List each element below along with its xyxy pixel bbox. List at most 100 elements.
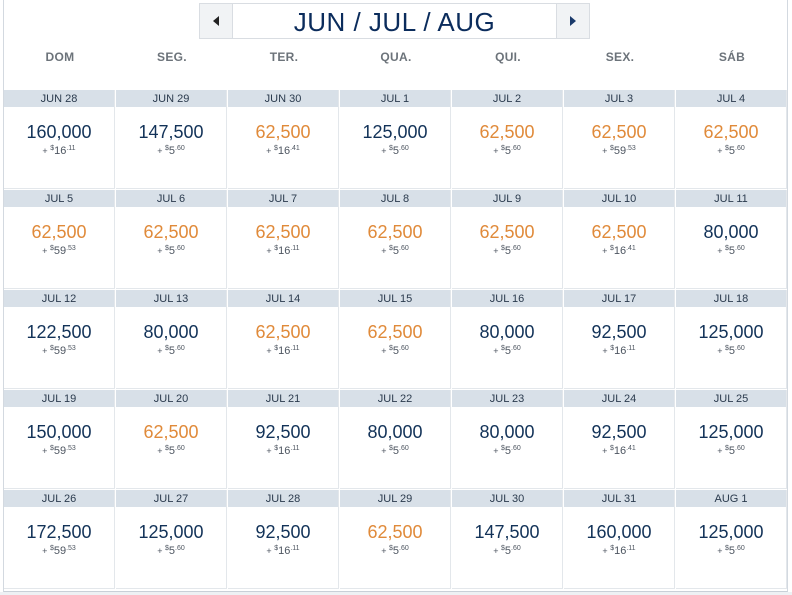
triangle-left-icon bbox=[213, 16, 219, 26]
weekday-label: SEX. bbox=[605, 50, 635, 64]
fee-cents: .60 bbox=[399, 545, 409, 552]
miles-price: 62,500 bbox=[143, 222, 199, 242]
calendar-day-cell[interactable]: JUL 1 125,000 + $5.60 bbox=[340, 90, 451, 189]
fee-dollars: 5 bbox=[504, 545, 512, 557]
fee-cents: .60 bbox=[175, 545, 185, 552]
day-date-label: JUL 31 bbox=[564, 490, 674, 507]
fee-plus: + bbox=[602, 246, 608, 256]
miles-price: 125,000 bbox=[138, 522, 204, 542]
calendar-day-cell[interactable]: JUL 18 125,000 + $5.60 bbox=[676, 290, 787, 389]
taxes-fee: + $5.60 bbox=[116, 543, 226, 557]
calendar-day-cell[interactable]: JUL 20 62,500 + $5.60 bbox=[116, 390, 227, 489]
day-date-label: JUL 13 bbox=[116, 290, 226, 307]
fee-dollars: 5 bbox=[168, 345, 176, 357]
calendar-day-cell[interactable]: JUN 30 62,500 + $16.41 bbox=[228, 90, 339, 189]
weekday-label: DOM bbox=[45, 50, 75, 64]
fee-dollars: 59 bbox=[613, 145, 627, 157]
taxes-fee: + $5.60 bbox=[116, 343, 226, 357]
calendar-day-cell[interactable]: JUL 13 80,000 + $5.60 bbox=[116, 290, 227, 389]
calendar-day-cell[interactable]: JUL 8 62,500 + $5.60 bbox=[340, 190, 451, 289]
calendar-day-cell[interactable]: JUL 21 92,500 + $16.11 bbox=[228, 390, 339, 489]
calendar-day-cell[interactable]: JUL 9 62,500 + $5.60 bbox=[452, 190, 563, 289]
calendar-day-cell[interactable]: JUN 29 147,500 + $5.60 bbox=[116, 90, 227, 189]
calendar-day-cell[interactable]: JUL 19 150,000 + $59.53 bbox=[4, 390, 115, 489]
fee-currency: $ bbox=[725, 545, 729, 552]
calendar-day-cell[interactable]: JUL 28 92,500 + $16.11 bbox=[228, 490, 339, 589]
calendar-day-cell[interactable]: JUL 23 80,000 + $5.60 bbox=[452, 390, 563, 489]
calendar-day-cell[interactable]: JUL 24 92,500 + $16.41 bbox=[564, 390, 675, 489]
fee-cents: .60 bbox=[175, 245, 185, 252]
calendar-day-cell[interactable]: JUL 30 147,500 + $5.60 bbox=[452, 490, 563, 589]
fee-dollars: 5 bbox=[728, 345, 736, 357]
fee-plus: + bbox=[381, 446, 387, 456]
fee-dollars: 59 bbox=[53, 345, 67, 357]
fee-dollars: 16 bbox=[277, 145, 291, 157]
calendar-day-cell[interactable]: JUL 3 62,500 + $59.53 bbox=[564, 90, 675, 189]
taxes-fee: + $5.60 bbox=[452, 243, 562, 257]
day-date-label: JUL 21 bbox=[228, 390, 338, 407]
fee-plus: + bbox=[266, 246, 272, 256]
calendar-day-cell[interactable]: JUL 22 80,000 + $5.60 bbox=[340, 390, 451, 489]
taxes-fee: + $59.53 bbox=[4, 343, 114, 357]
miles-price: 160,000 bbox=[26, 122, 92, 142]
calendar-day-cell[interactable]: AUG 1 125,000 + $5.60 bbox=[676, 490, 787, 589]
miles-price: 125,000 bbox=[698, 322, 764, 342]
calendar-day-cell[interactable]: JUL 15 62,500 + $5.60 bbox=[340, 290, 451, 389]
fee-plus: + bbox=[381, 346, 387, 356]
day-date-label: JUL 6 bbox=[116, 190, 226, 207]
day-date-label: JUL 22 bbox=[340, 390, 450, 407]
day-date-label: JUL 24 bbox=[564, 390, 674, 407]
fee-plus: + bbox=[42, 246, 48, 256]
taxes-fee: + $16.11 bbox=[228, 243, 338, 257]
next-month-button[interactable] bbox=[556, 4, 589, 38]
fee-plus: + bbox=[602, 346, 608, 356]
calendar-day-cell[interactable]: JUL 5 62,500 + $59.53 bbox=[4, 190, 115, 289]
calendar-day-cell[interactable]: JUL 11 80,000 + $5.60 bbox=[676, 190, 787, 289]
calendar-day-cell[interactable]: JUL 26 172,500 + $59.53 bbox=[4, 490, 115, 589]
fee-currency: $ bbox=[165, 145, 169, 152]
fee-cents: .11 bbox=[290, 445, 300, 452]
fee-plus: + bbox=[266, 446, 272, 456]
fee-currency: $ bbox=[501, 145, 505, 152]
fee-currency: $ bbox=[49, 445, 54, 452]
calendar-day-cell[interactable]: JUL 10 62,500 + $16.41 bbox=[564, 190, 675, 289]
fee-cents: .60 bbox=[511, 245, 521, 252]
miles-price: 62,500 bbox=[367, 222, 423, 242]
calendar-day-cell[interactable]: JUL 27 125,000 + $5.60 bbox=[116, 490, 227, 589]
fee-cents: .53 bbox=[66, 245, 76, 252]
day-date-label: JUL 10 bbox=[564, 190, 674, 207]
calendar-day-cell[interactable]: JUL 17 92,500 + $16.11 bbox=[564, 290, 675, 389]
calendar-day-cell[interactable]: JUL 4 62,500 + $5.60 bbox=[676, 90, 787, 189]
calendar-day-cell[interactable]: JUL 12 122,500 + $59.53 bbox=[4, 290, 115, 389]
taxes-fee: + $59.53 bbox=[564, 143, 674, 157]
taxes-fee: + $16.41 bbox=[564, 243, 674, 257]
fee-cents: .60 bbox=[511, 545, 521, 552]
fee-currency: $ bbox=[609, 145, 614, 152]
calendar-day-cell[interactable]: JUL 29 62,500 + $5.60 bbox=[340, 490, 451, 589]
calendar-day-cell[interactable]: JUL 6 62,500 + $5.60 bbox=[116, 190, 227, 289]
fee-plus: + bbox=[157, 346, 163, 356]
previous-month-button[interactable] bbox=[200, 4, 233, 38]
fee-cents: .60 bbox=[735, 345, 745, 352]
calendar-day-cell[interactable]: JUL 7 62,500 + $16.11 bbox=[228, 190, 339, 289]
calendar-day-cell[interactable]: JUN 28 160,000 + $16.11 bbox=[4, 90, 115, 189]
calendar-day-cell[interactable]: JUL 25 125,000 + $5.60 bbox=[676, 390, 787, 489]
fee-dollars: 5 bbox=[168, 245, 176, 257]
fee-cents: .60 bbox=[175, 445, 185, 452]
calendar-day-cell[interactable]: JUL 14 62,500 + $16.11 bbox=[228, 290, 339, 389]
taxes-fee: + $5.60 bbox=[340, 443, 450, 457]
day-date-label: JUL 19 bbox=[4, 390, 114, 407]
calendar-day-cell[interactable]: JUL 16 80,000 + $5.60 bbox=[452, 290, 563, 389]
fee-cents: .41 bbox=[626, 245, 636, 252]
taxes-fee: + $5.60 bbox=[676, 143, 786, 157]
miles-price: 62,500 bbox=[255, 122, 311, 142]
calendar-day-cell[interactable]: JUL 2 62,500 + $5.60 bbox=[452, 90, 563, 189]
weekday-label: TER. bbox=[269, 50, 299, 64]
fee-dollars: 5 bbox=[504, 245, 512, 257]
month-range-title: JUN / JUL / AUG bbox=[293, 7, 496, 37]
calendar-day-cell[interactable]: JUL 31 160,000 + $16.11 bbox=[564, 490, 675, 589]
day-date-label: JUN 30 bbox=[228, 90, 338, 107]
fee-cents: .53 bbox=[66, 345, 76, 352]
fee-currency: $ bbox=[49, 345, 54, 352]
taxes-fee: + $16.11 bbox=[228, 443, 338, 457]
